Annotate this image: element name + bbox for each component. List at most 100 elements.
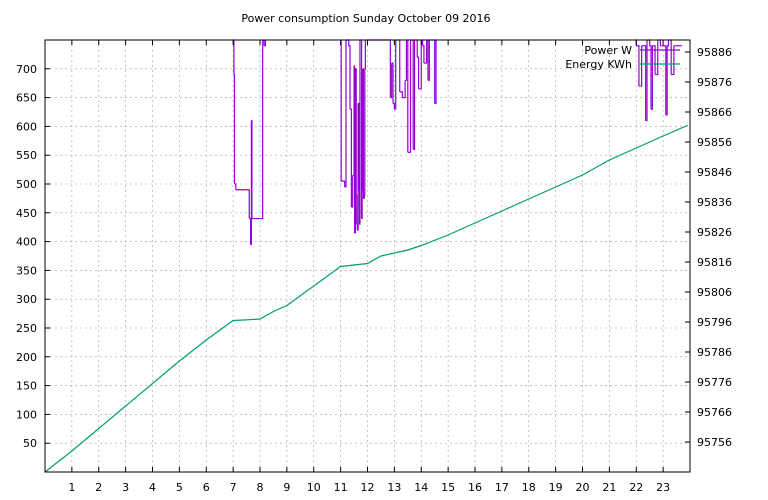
power-step: [652, 45, 656, 75]
y2-tick-label: 95776: [697, 376, 732, 389]
energy-point: [125, 405, 127, 407]
power-step: [251, 120, 253, 219]
energy-point: [205, 339, 207, 341]
energy-point: [98, 427, 100, 430]
y2-tick-label: 95856: [697, 136, 732, 149]
energy-point: [366, 262, 369, 265]
energy-point: [608, 159, 610, 161]
power-step: [671, 45, 675, 76]
x-tick-label: 12: [361, 481, 375, 494]
power-step: [363, 195, 365, 199]
power-step: [264, 40, 266, 47]
power-step: [348, 45, 351, 110]
y2-tick-label: 95886: [697, 46, 732, 59]
power-step: [407, 40, 412, 153]
power-step: [413, 40, 416, 151]
x-tick-label: 6: [203, 481, 210, 494]
power-step: [351, 175, 354, 208]
energy-point: [286, 304, 288, 307]
power-step: [418, 40, 422, 90]
x-tick-label: 15: [441, 481, 455, 494]
x-tick-label: 9: [283, 481, 290, 494]
x-tick-label: 18: [522, 481, 536, 494]
power-step: [355, 68, 357, 196]
energy-point: [380, 255, 382, 257]
energy-point: [232, 319, 234, 322]
y-tick-label: 150: [16, 380, 37, 393]
y-tick-label: 300: [16, 293, 37, 306]
energy-point: [340, 265, 342, 268]
power-step: [427, 40, 430, 81]
power-step: [665, 45, 668, 116]
power-step: [249, 217, 252, 245]
power-step: [362, 68, 364, 191]
y-tick-label: 200: [16, 351, 37, 364]
power-step: [644, 45, 647, 121]
energy-point: [178, 360, 180, 362]
power-step: [390, 63, 393, 99]
power-step: [234, 183, 237, 190]
power-step: [651, 45, 653, 110]
x-tick-label: 2: [95, 481, 102, 494]
x-tick-label: 13: [387, 481, 401, 494]
power-step: [356, 194, 358, 225]
energy-point: [662, 135, 664, 137]
power-step: [354, 68, 357, 234]
y2-tick-label: 95876: [697, 76, 732, 89]
y2-tick-label: 95806: [697, 286, 732, 299]
power-step: [405, 40, 408, 81]
x-tick-label: 23: [656, 481, 670, 494]
energy-series: [44, 124, 688, 473]
energy-point: [581, 174, 584, 176]
energy-point: [447, 234, 449, 236]
x-tick-label: 22: [629, 481, 643, 494]
power-step: [393, 102, 395, 110]
x-tick-label: 8: [257, 481, 264, 494]
energy-point: [635, 147, 637, 149]
power-step: [359, 40, 361, 225]
power-step: [362, 68, 365, 199]
power-step: [434, 40, 437, 104]
power-step: [402, 80, 406, 99]
power-step: [358, 102, 360, 190]
energy-line: [44, 124, 688, 473]
energy-point: [686, 124, 688, 127]
power-step: [417, 56, 420, 89]
energy-point: [353, 264, 355, 266]
power-step: [636, 45, 640, 87]
x-tick-label: 3: [122, 481, 129, 494]
y2-tick-label: 95826: [697, 226, 732, 239]
y2-tick-label: 95836: [697, 196, 732, 209]
power-step: [341, 180, 346, 187]
power-step: [399, 91, 404, 98]
energy-point: [259, 318, 261, 320]
y-tick-label: 550: [16, 149, 37, 162]
y2-tick-label: 95816: [697, 256, 732, 269]
y-tick-label: 50: [23, 437, 37, 450]
y-tick-label: 250: [16, 322, 37, 335]
power-step: [364, 68, 366, 197]
power-step: [233, 73, 236, 184]
x-tick-label: 17: [495, 481, 509, 494]
power-step: [423, 40, 428, 64]
chart-title: Power consumption Sunday October 09 2016: [241, 12, 490, 25]
x-tick-label: 7: [230, 481, 237, 494]
legend: Power W Energy KWh: [565, 44, 680, 71]
energy-point: [407, 249, 409, 251]
power-step: [344, 40, 347, 188]
grid-lines: [45, 40, 690, 472]
power-step: [391, 62, 394, 104]
x-tick-label: 21: [602, 481, 616, 494]
power-step: [350, 108, 352, 208]
power-step: [237, 189, 250, 219]
x-tick-label: 11: [334, 481, 348, 494]
energy-point: [555, 186, 557, 188]
legend-label-power: Power W: [584, 44, 632, 57]
y2-tick-label: 95866: [697, 106, 732, 119]
power-step: [255, 40, 264, 220]
y2-tick-label: 95756: [697, 436, 732, 449]
y-tick-label: 600: [16, 120, 37, 133]
x-tick-label: 1: [68, 481, 75, 494]
x-tick-label: 5: [176, 481, 183, 494]
y-axis-right: 95756 95766 95776 95786 95796 95806 95816 95826…: [685, 46, 732, 449]
